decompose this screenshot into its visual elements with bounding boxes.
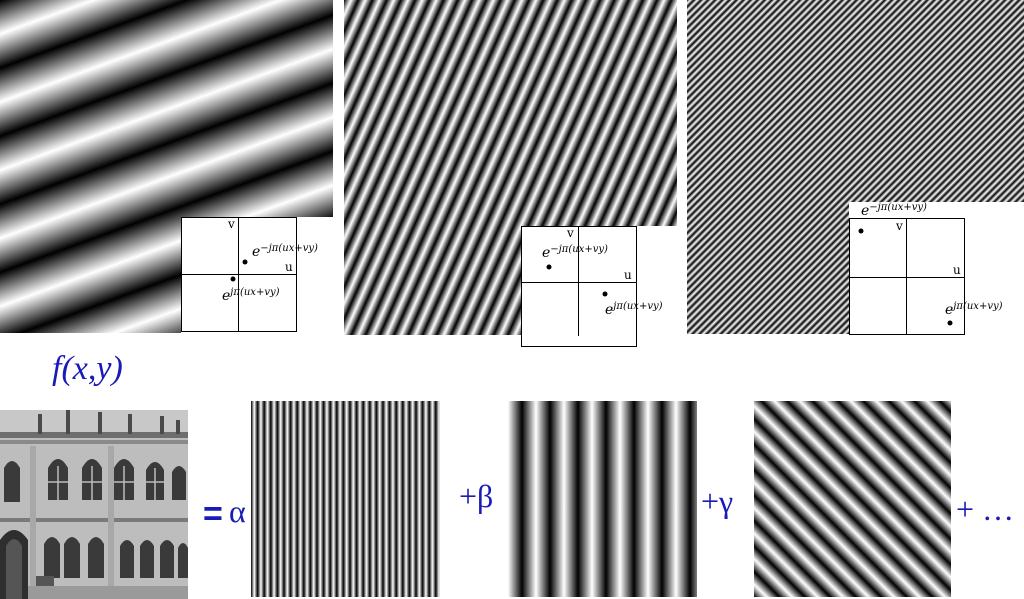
frequency-domain-inset-3: v u e−jπ(ux+vy) ejπ(ux+vy) <box>849 202 1024 335</box>
impulse-dot-neg-2 <box>546 264 552 270</box>
basis-diagonal <box>754 401 951 597</box>
expr-positive-exponential: ejπ(ux+vy) <box>222 287 280 304</box>
basis-vertical-high-frequency <box>251 401 440 597</box>
inset-axes-2 <box>521 226 637 347</box>
axis-u-label: u <box>624 268 632 282</box>
impulse-dot-pos-1 <box>230 276 236 282</box>
expr-negative-exponential: e−jπ(ux+vy) <box>542 244 608 261</box>
axis-u-label: u <box>285 260 293 274</box>
frequency-domain-inset-2: v u e−jπ(ux+vy) ejπ(ux+vy) <box>521 226 677 347</box>
impulse-dot-neg-1 <box>242 259 248 265</box>
expr-positive-exponential: ejπ(ux+vy) <box>945 301 1003 318</box>
inset-axes-1 <box>181 217 297 332</box>
expr-negative-exponential: e−jπ(ux+vy) <box>252 243 318 260</box>
axis-v-label: v <box>228 217 235 231</box>
coefficient-gamma: +γ <box>701 483 734 519</box>
frequency-domain-inset-1: v u e−jπ(ux+vy) ejπ(ux+vy) <box>181 217 333 333</box>
expr-negative-exponential: e−jπ(ux+vy) <box>861 202 927 219</box>
axis-v-label: v <box>567 226 574 240</box>
coefficient-alpha: α <box>229 493 246 529</box>
function-label: f(x,y) <box>52 350 123 387</box>
axis-v-label: v <box>896 219 903 233</box>
basis-vertical-low-frequency <box>508 401 697 597</box>
inset-axes-3 <box>849 218 965 335</box>
ellipsis-plus: + … <box>956 491 1015 527</box>
impulse-dot-pos-2 <box>602 291 608 297</box>
coefficient-beta: +β <box>459 478 494 514</box>
expr-positive-exponential: ejπ(ux+vy) <box>605 301 663 318</box>
impulse-dot-pos-3 <box>947 320 953 326</box>
axis-u-label: u <box>953 263 961 277</box>
building-photo <box>0 410 188 599</box>
equals-sign: = <box>203 495 223 533</box>
impulse-dot-neg-3 <box>858 228 864 234</box>
building-illustration <box>0 410 188 599</box>
